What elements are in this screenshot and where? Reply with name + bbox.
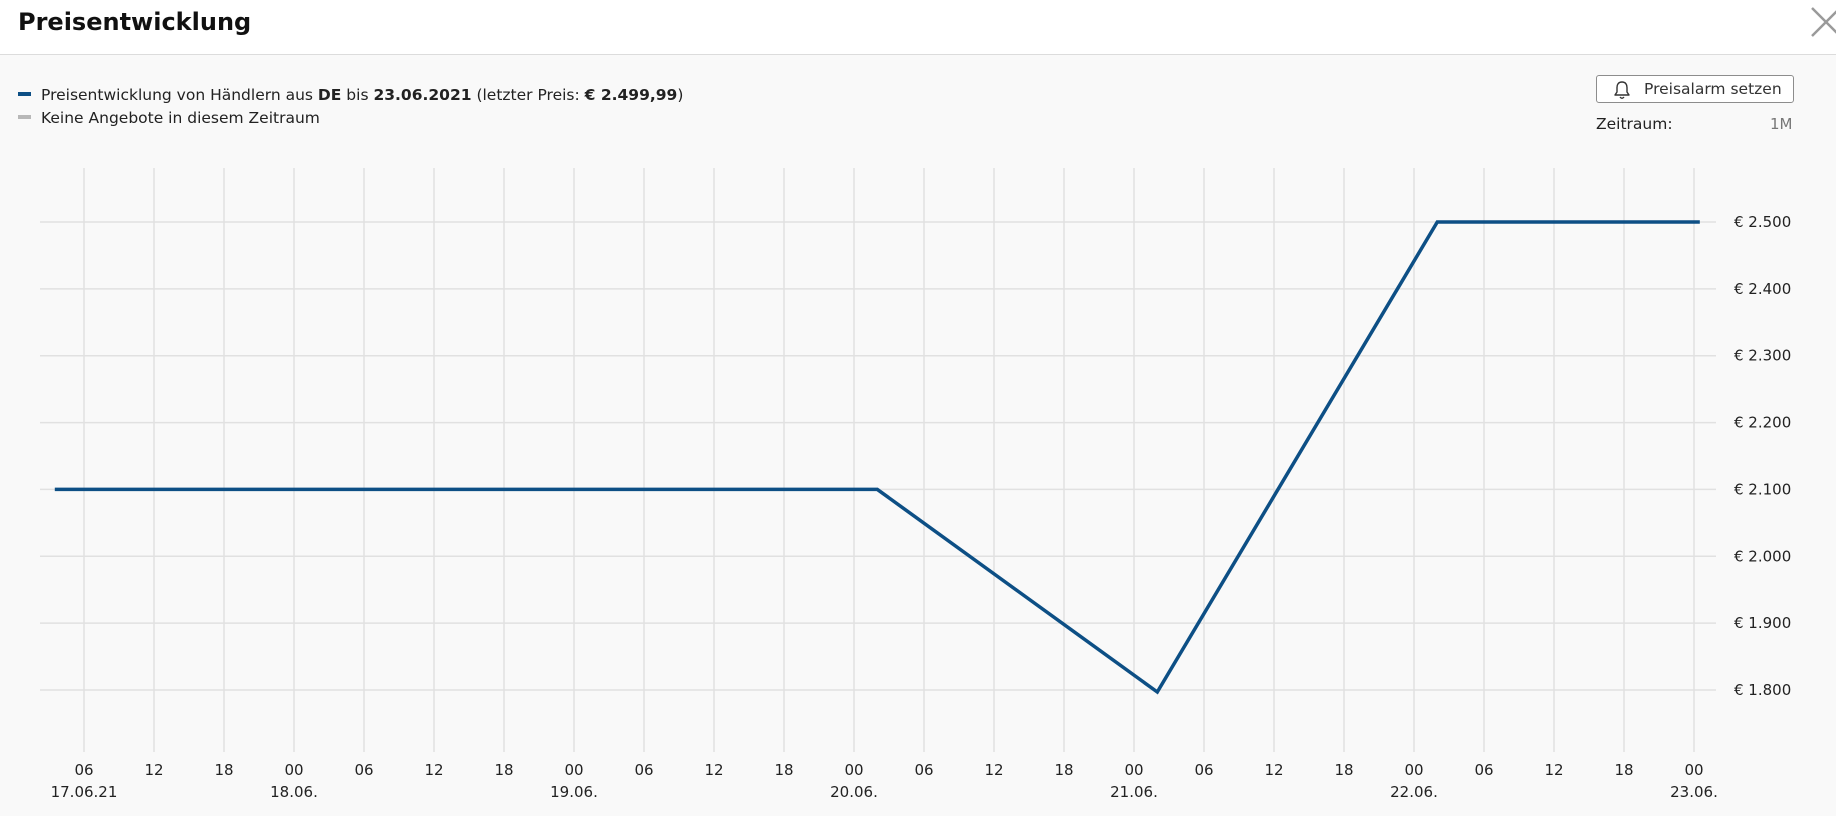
price-series-line [54,220,1700,695]
y-axis-labels: € 1.800 € 1.900 € 2.000 € 2.100 € 2.200 € 2.3… [1734,213,1791,699]
dialog-header: Preisentwicklung [0,0,1836,55]
x-tick-hour-label: 12 [144,761,163,779]
price-chart: € 1.800 € 1.900 € 2.000 € 2.100 € 2.200 € 2.3… [40,168,1791,801]
legend-item-price-history: Preisentwicklung von Händlern aus DE bis… [18,84,683,107]
legend-text-part: ) [677,86,684,104]
dialog-title: Preisentwicklung [18,8,252,36]
y-tick-label: € 2.300 [1734,347,1791,365]
x-tick-date-label: 17.06.21 [51,783,118,801]
x-tick-hour-label: 06 [914,761,933,779]
x-tick-hour-label: 06 [1474,761,1493,779]
y-tick-label: € 2.000 [1734,547,1791,565]
legend-text-part: (letzter Preis: [471,86,585,104]
x-tick-hour-label: 06 [354,761,373,779]
horizontal-grid [40,221,1716,691]
x-tick-date-label: 23.06. [1670,783,1718,801]
x-tick-hour-label: 12 [424,761,443,779]
x-tick-hour-label: 18 [1054,761,1073,779]
x-tick-hour-label: 06 [74,761,93,779]
x-tick-hour-label: 06 [634,761,653,779]
x-tick-hour-label: 00 [1124,761,1143,779]
vertical-grid [83,168,1695,752]
legend-text-part: bis [341,86,374,104]
y-tick-label: € 2.100 [1734,480,1791,498]
price-alarm-label: Preisalarm setzen [1644,80,1782,98]
x-tick-date-label: 20.06. [830,783,878,801]
bell-icon [1613,80,1631,104]
x-tick-hour-label: 12 [704,761,723,779]
chart-legend: Preisentwicklung von Händlern aus DE bis… [18,84,683,130]
legend-country: DE [317,86,342,104]
legend-last-price: € 2.499,99 [584,86,678,104]
x-tick-hour-label: 00 [284,761,303,779]
x-tick-hour-label: 00 [844,761,863,779]
x-tick-hour-label: 18 [494,761,513,779]
zeitraum-1m-option[interactable]: 1M [1770,115,1793,133]
x-tick-date-label: 21.06. [1110,783,1158,801]
x-tick-hour-label: 00 [1684,761,1703,779]
y-tick-label: € 2.400 [1734,280,1791,298]
x-tick-hour-label: 18 [1334,761,1353,779]
x-tick-hour-label: 00 [564,761,583,779]
x-tick-hour-label: 06 [1194,761,1213,779]
x-tick-hour-label: 18 [1614,761,1633,779]
x-tick-date-label: 19.06. [550,783,598,801]
x-tick-hour-label: 12 [1264,761,1283,779]
y-tick-label: € 2.500 [1734,213,1791,231]
legend-swatch-price [18,92,31,96]
price-alarm-button[interactable]: Preisalarm setzen [1596,75,1794,103]
y-tick-label: € 1.800 [1734,681,1791,699]
close-icon[interactable] [1808,4,1836,40]
legend-item-no-offers: Keine Angebote in diesem Zeitraum [18,107,683,130]
x-tick-hour-label: 18 [774,761,793,779]
x-tick-hour-label: 18 [214,761,233,779]
x-tick-date-label: 18.06. [270,783,318,801]
x-axis-labels: 06 17.06.21 12 18 00 18.06. 06 12 18 00 19.06. 06 12… [51,761,1718,801]
series-group [54,220,1700,695]
legend-text-part: Preisentwicklung von Händlern aus [41,86,318,104]
x-tick-hour-label: 12 [1544,761,1563,779]
legend-text-part: Keine Angebote in diesem Zeitraum [41,109,320,127]
x-tick-hour-label: 00 [1404,761,1423,779]
x-tick-hour-label: 12 [984,761,1003,779]
legend-swatch-no-offers [18,115,31,119]
y-tick-label: € 1.900 [1734,614,1791,632]
x-tick-date-label: 22.06. [1390,783,1438,801]
y-tick-label: € 2.200 [1734,414,1791,432]
zeitraum-label: Zeitraum: [1596,115,1673,133]
legend-date: 23.06.2021 [373,86,472,104]
